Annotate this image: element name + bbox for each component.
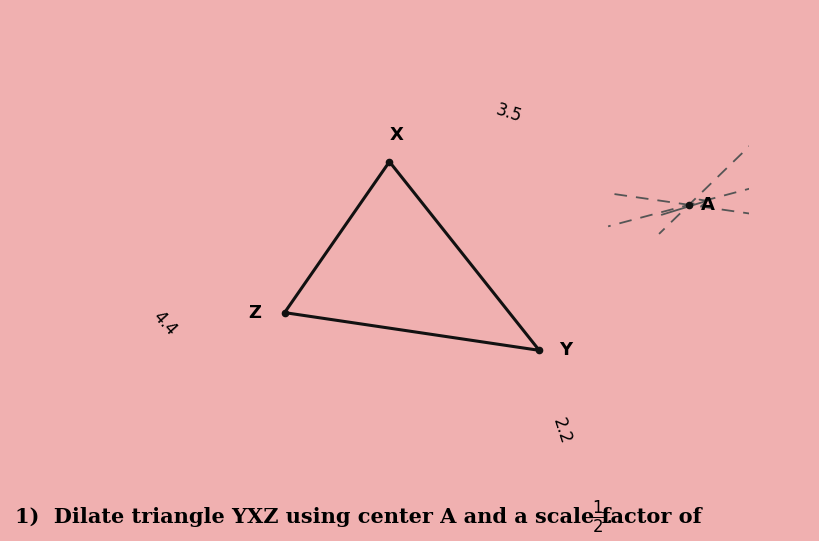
Text: Y: Y: [559, 341, 572, 359]
Text: 1)  Dilate triangle YXZ using center A and a scale factor of: 1) Dilate triangle YXZ using center A an…: [15, 507, 708, 527]
Text: 2.2: 2.2: [549, 416, 573, 446]
Text: $\frac{1}{2}$.: $\frac{1}{2}$.: [591, 499, 612, 536]
Text: 4.4: 4.4: [149, 308, 180, 339]
Text: 3.5: 3.5: [493, 101, 524, 126]
Text: A: A: [700, 196, 714, 214]
Text: Z: Z: [248, 304, 260, 321]
Text: X: X: [390, 126, 404, 144]
